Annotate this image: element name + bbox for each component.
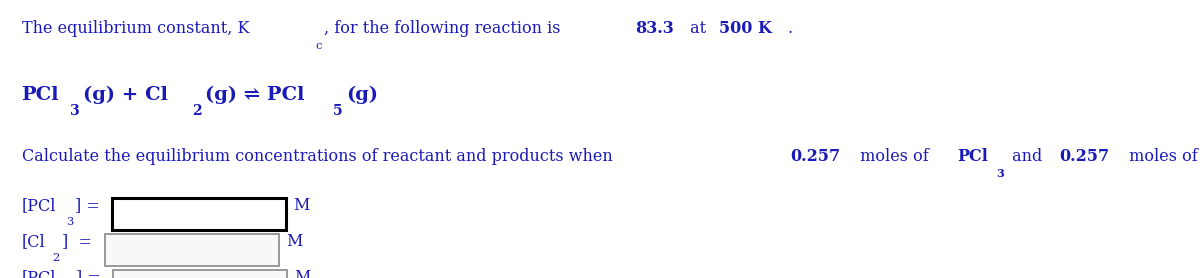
- FancyBboxPatch shape: [106, 234, 280, 266]
- Text: 2: 2: [53, 253, 60, 263]
- Text: M: M: [294, 269, 310, 278]
- FancyBboxPatch shape: [113, 270, 287, 278]
- Text: ] =: ] =: [76, 197, 101, 214]
- Text: c: c: [316, 41, 322, 51]
- Text: moles of: moles of: [856, 148, 934, 165]
- Text: (g) ⇌ PCl: (g) ⇌ PCl: [205, 86, 305, 104]
- Text: 5: 5: [334, 104, 343, 118]
- Text: PCl: PCl: [22, 86, 59, 104]
- Text: moles of: moles of: [1123, 148, 1200, 165]
- Text: PCl: PCl: [956, 148, 988, 165]
- Text: [PCl: [PCl: [22, 269, 56, 278]
- Text: M: M: [294, 197, 310, 214]
- Text: 3: 3: [70, 104, 80, 118]
- Text: and: and: [1007, 148, 1048, 165]
- Text: , for the following reaction is: , for the following reaction is: [324, 20, 565, 37]
- Text: (g): (g): [346, 86, 378, 104]
- Text: ]  =: ] =: [61, 233, 91, 250]
- Text: 500 K: 500 K: [719, 20, 772, 37]
- Text: 3: 3: [66, 217, 73, 227]
- Text: 2: 2: [192, 104, 202, 118]
- Text: ] =: ] =: [76, 269, 101, 278]
- Text: .: .: [787, 20, 792, 37]
- Text: Calculate the equilibrium concentrations of reactant and products when: Calculate the equilibrium concentrations…: [22, 148, 618, 165]
- Text: 83.3: 83.3: [635, 20, 674, 37]
- Text: [Cl: [Cl: [22, 233, 46, 250]
- Text: 3: 3: [997, 168, 1004, 178]
- Text: (g) + Cl: (g) + Cl: [83, 86, 168, 104]
- Text: [PCl: [PCl: [22, 197, 56, 214]
- Text: The equilibrium constant, K: The equilibrium constant, K: [22, 20, 250, 37]
- Text: M: M: [287, 233, 302, 250]
- Text: at: at: [685, 20, 712, 37]
- Text: 0.257: 0.257: [791, 148, 840, 165]
- Text: 0.257: 0.257: [1058, 148, 1109, 165]
- FancyBboxPatch shape: [113, 198, 287, 230]
